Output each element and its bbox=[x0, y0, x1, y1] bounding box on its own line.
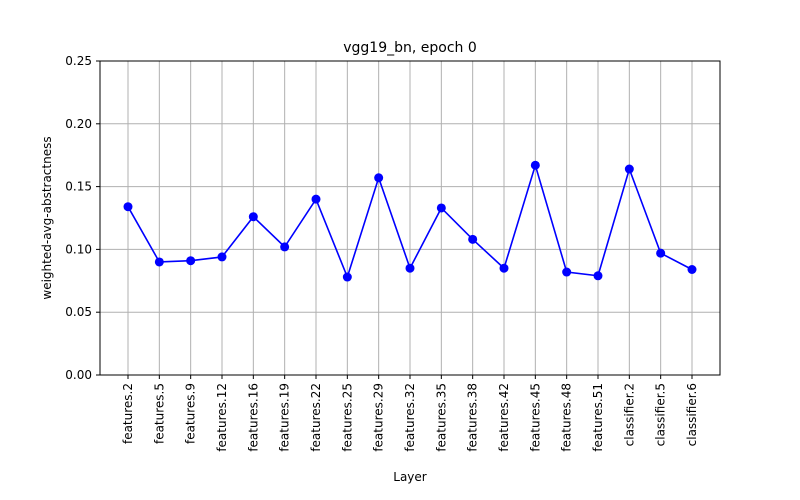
x-tick-label: features.32 bbox=[403, 383, 417, 452]
y-tick-label: 0.00 bbox=[65, 368, 92, 382]
x-tick-label: classifier.2 bbox=[622, 383, 636, 446]
data-point bbox=[311, 194, 321, 204]
data-point bbox=[624, 164, 634, 174]
x-tick-label: features.2 bbox=[121, 383, 135, 444]
data-point bbox=[217, 252, 227, 262]
x-axis: features.2 features.5 features.9 features.1… bbox=[121, 375, 699, 452]
y-axis: 0.00 0.05 0.10 0.15 0.20 0.25 bbox=[65, 54, 100, 382]
data-point bbox=[342, 272, 352, 282]
x-tick-label: features.35 bbox=[434, 383, 448, 452]
x-tick-label: classifier.6 bbox=[685, 383, 699, 446]
data-point bbox=[248, 212, 258, 222]
data-point bbox=[374, 173, 384, 183]
x-tick-label: features.51 bbox=[591, 383, 605, 452]
data-point bbox=[656, 248, 666, 258]
data-point bbox=[593, 271, 603, 281]
y-tick-label: 0.20 bbox=[65, 117, 92, 131]
x-tick-label: features.16 bbox=[246, 383, 260, 452]
data-point bbox=[123, 202, 133, 212]
x-tick-label: features.42 bbox=[497, 383, 511, 452]
data-point bbox=[280, 242, 290, 252]
y-axis-label: weighted-avg-abstractness bbox=[40, 136, 54, 299]
data-point bbox=[687, 264, 697, 274]
y-tick-label: 0.15 bbox=[65, 180, 92, 194]
chart-title: vgg19_bn, epoch 0 bbox=[343, 40, 477, 56]
x-tick-label: features.12 bbox=[215, 383, 229, 452]
x-tick-label: features.5 bbox=[152, 383, 166, 444]
data-point bbox=[562, 267, 572, 277]
data-point bbox=[499, 263, 509, 273]
y-tick-label: 0.25 bbox=[65, 54, 92, 68]
x-tick-label: features.38 bbox=[466, 383, 480, 452]
x-tick-label: features.22 bbox=[309, 383, 323, 452]
x-tick-label: features.48 bbox=[560, 383, 574, 452]
data-point bbox=[405, 263, 415, 273]
x-tick-label: features.25 bbox=[340, 383, 354, 452]
y-tick-label: 0.10 bbox=[65, 242, 92, 256]
x-tick-label: features.9 bbox=[184, 383, 198, 444]
y-tick-label: 0.05 bbox=[65, 305, 92, 319]
x-tick-label: features.29 bbox=[372, 383, 386, 452]
data-point bbox=[468, 234, 478, 244]
x-tick-label: classifier.5 bbox=[654, 383, 668, 446]
x-tick-label: features.45 bbox=[528, 383, 542, 452]
data-point bbox=[186, 256, 196, 266]
data-point bbox=[530, 160, 540, 170]
data-point bbox=[154, 257, 164, 267]
x-axis-label: Layer bbox=[393, 470, 427, 484]
data-series bbox=[123, 160, 697, 282]
x-tick-label: features.19 bbox=[278, 383, 292, 452]
data-point bbox=[436, 203, 446, 213]
